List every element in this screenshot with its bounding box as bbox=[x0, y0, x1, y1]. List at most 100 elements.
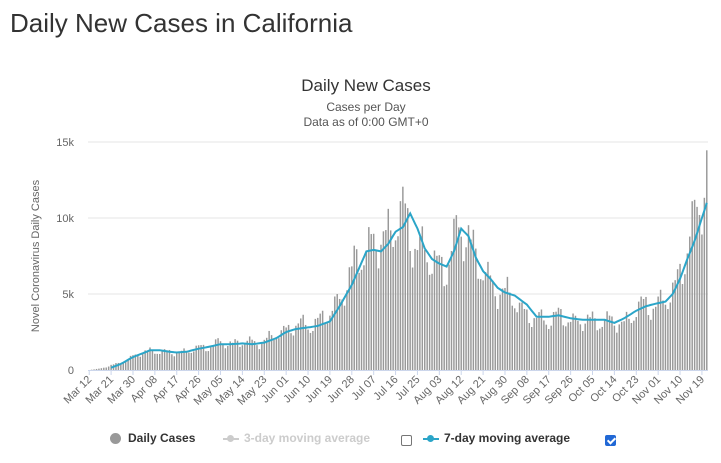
daily-case-bar bbox=[382, 231, 385, 370]
daily-case-bar bbox=[244, 343, 246, 370]
daily-case-bar bbox=[414, 248, 416, 370]
daily-case-bar bbox=[669, 302, 672, 370]
daily-case-bar bbox=[406, 208, 409, 370]
daily-case-bar bbox=[224, 348, 227, 370]
daily-case-bar bbox=[265, 337, 268, 370]
daily-case-bar bbox=[146, 350, 149, 370]
daily-case-bar bbox=[616, 332, 618, 370]
daily-case-bar bbox=[584, 323, 586, 370]
daily-case-bar bbox=[691, 201, 693, 370]
daily-case-bar bbox=[443, 286, 445, 370]
daily-case-bar bbox=[321, 310, 324, 370]
daily-case-bar bbox=[441, 256, 443, 370]
daily-case-bar bbox=[523, 308, 526, 370]
daily-case-bar bbox=[122, 363, 124, 370]
daily-case-bar bbox=[654, 306, 657, 370]
daily-case-bar bbox=[526, 309, 528, 370]
daily-case-bar bbox=[577, 320, 579, 370]
daily-case-bar bbox=[385, 230, 387, 370]
daily-case-bar bbox=[193, 351, 195, 370]
daily-case-bar bbox=[428, 274, 431, 370]
daily-case-bar bbox=[103, 367, 105, 370]
checkbox-7-day-average[interactable] bbox=[605, 435, 616, 446]
daily-case-bar bbox=[462, 261, 465, 370]
daily-case-bar bbox=[360, 269, 363, 370]
daily-case-bar bbox=[331, 310, 334, 370]
daily-case-bar bbox=[248, 336, 251, 370]
daily-case-bar bbox=[470, 239, 472, 370]
daily-case-bar bbox=[489, 275, 492, 370]
daily-case-bar bbox=[516, 312, 518, 370]
daily-case-bar bbox=[530, 327, 533, 370]
daily-case-bar bbox=[389, 230, 392, 370]
seven-day-average-line bbox=[110, 202, 708, 369]
daily-case-bar bbox=[195, 345, 197, 370]
daily-case-bar bbox=[579, 324, 582, 370]
daily-case-bar bbox=[231, 342, 234, 370]
daily-case-bar bbox=[282, 325, 285, 370]
daily-case-bar bbox=[302, 314, 304, 370]
daily-case-bar bbox=[334, 296, 336, 370]
daily-case-bar bbox=[569, 321, 572, 370]
daily-case-bar bbox=[693, 199, 696, 370]
daily-case-bar bbox=[399, 201, 402, 370]
daily-case-bar bbox=[479, 279, 482, 370]
daily-case-bar bbox=[319, 313, 321, 370]
daily-case-bar bbox=[368, 227, 370, 370]
daily-case-bar bbox=[701, 234, 703, 370]
daily-case-bar bbox=[667, 309, 669, 370]
daily-case-bar bbox=[599, 328, 601, 370]
daily-case-bar bbox=[657, 296, 659, 370]
daily-case-bar bbox=[166, 350, 168, 370]
daily-case-bar bbox=[188, 352, 190, 370]
daily-case-bar bbox=[689, 236, 691, 370]
daily-case-bar bbox=[261, 343, 263, 370]
chart-subtitle: Cases per Day bbox=[326, 100, 405, 114]
daily-case-bar bbox=[557, 307, 560, 370]
daily-case-bar bbox=[297, 323, 300, 370]
daily-case-bar bbox=[603, 319, 606, 370]
daily-case-bar bbox=[509, 292, 511, 370]
daily-case-bar bbox=[253, 341, 256, 370]
daily-case-bar bbox=[521, 302, 523, 370]
daily-case-bar bbox=[433, 250, 436, 370]
daily-case-bar bbox=[606, 311, 608, 370]
daily-case-bar bbox=[219, 341, 222, 370]
daily-case-bar bbox=[222, 343, 224, 370]
legend-item-3-day-average[interactable]: 3-day moving average bbox=[223, 431, 370, 445]
legend-item-7-day-average[interactable]: 7-day moving average bbox=[423, 431, 570, 445]
daily-case-bar bbox=[117, 362, 120, 370]
daily-case-bar bbox=[355, 249, 358, 370]
daily-case-bar bbox=[555, 311, 557, 370]
daily-case-bar bbox=[98, 368, 100, 370]
daily-case-bar bbox=[380, 244, 382, 370]
daily-case-bar bbox=[586, 314, 589, 370]
daily-case-bar bbox=[477, 278, 479, 370]
daily-case-bar bbox=[227, 346, 229, 370]
daily-case-bar bbox=[475, 248, 477, 370]
daily-case-bar bbox=[246, 340, 248, 370]
daily-case-bar bbox=[402, 186, 404, 370]
daily-case-bar bbox=[176, 353, 178, 370]
daily-case-bar bbox=[548, 329, 550, 370]
daily-case-bar bbox=[611, 316, 613, 370]
daily-case-bar bbox=[637, 301, 640, 370]
checkbox-3-day-average[interactable] bbox=[401, 435, 412, 446]
daily-case-bar bbox=[285, 327, 287, 370]
daily-case-bar bbox=[256, 345, 258, 370]
seven-day-average-marker-icon bbox=[423, 433, 439, 444]
daily-case-bar bbox=[185, 351, 188, 370]
daily-case-bar bbox=[458, 227, 460, 370]
daily-case-bar bbox=[565, 326, 567, 370]
daily-case-bar bbox=[190, 352, 193, 370]
daily-case-bar bbox=[679, 263, 681, 370]
daily-case-bar bbox=[309, 332, 312, 370]
daily-case-bar bbox=[482, 280, 484, 370]
daily-case-bar bbox=[572, 313, 574, 370]
daily-case-bar bbox=[168, 349, 171, 370]
daily-case-bar bbox=[392, 246, 394, 370]
legend-item-daily-cases[interactable]: Daily Cases bbox=[110, 431, 195, 445]
daily-case-bar bbox=[706, 150, 708, 370]
daily-case-bar bbox=[467, 225, 470, 370]
